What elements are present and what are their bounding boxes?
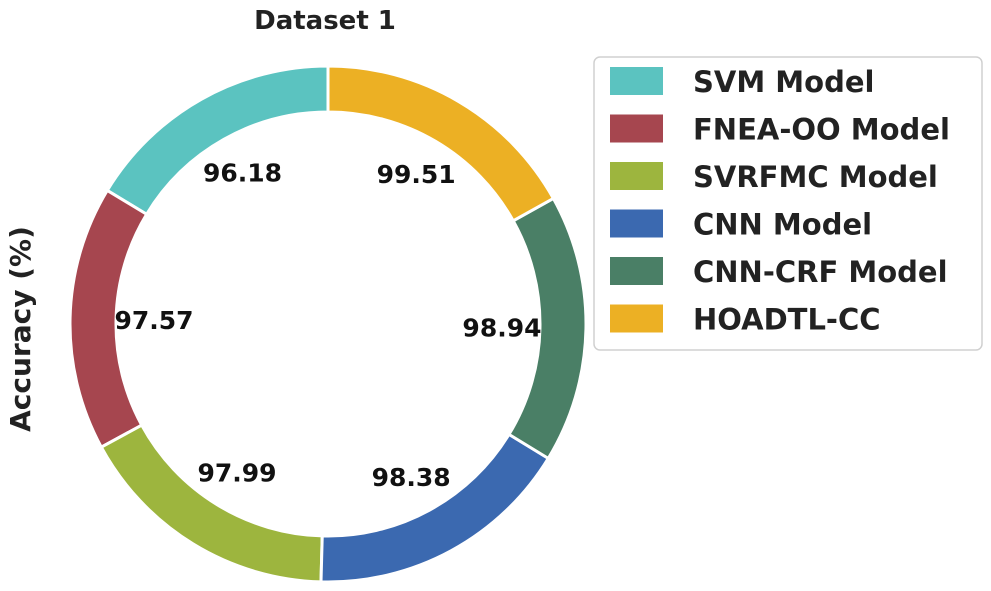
legend-label: SVRFMC Model: [693, 160, 938, 194]
legend-swatch: [610, 162, 663, 190]
data-label: 98.94: [462, 313, 541, 342]
data-label: 99.51: [377, 160, 456, 189]
legend: SVM Model FNEA-OO Model SVRFMC Model CNN Mo…: [593, 56, 983, 351]
legend-items: SVM Model FNEA-OO Model SVRFMC Model CNN Mo…: [610, 65, 950, 337]
legend-swatch: [610, 304, 663, 333]
data-label: 96.18: [203, 158, 282, 187]
slice-svm-model: [105, 64, 330, 217]
legend-swatch: [610, 67, 663, 95]
data-label: 97.57: [115, 306, 194, 335]
y-axis-label: Accuracy (%): [4, 226, 37, 432]
legend-frame: [593, 56, 983, 351]
data-labels: 96.18 97.57 97.99 98.38 98.94 99.51: [115, 158, 542, 491]
data-label: 98.38: [372, 463, 451, 492]
data-label: 97.99: [197, 458, 276, 487]
legend-label: CNN Model: [693, 208, 872, 242]
donut-slices: [68, 64, 588, 584]
slice-hoadtl-cc: [326, 64, 556, 223]
legend-swatch: [610, 257, 663, 285]
legend-label: FNEA-OO Model: [693, 113, 950, 147]
legend-label: CNN-CRF Model: [693, 255, 948, 289]
legend-label: HOADTL-CC: [693, 303, 881, 337]
legend-swatch: [610, 114, 663, 143]
chart-title: Dataset 1: [254, 6, 396, 36]
legend-swatch: [610, 209, 663, 238]
slice-svrfmc-model: [99, 423, 324, 584]
legend-label: SVM Model: [693, 65, 874, 99]
slice-cnn-model: [319, 432, 551, 584]
